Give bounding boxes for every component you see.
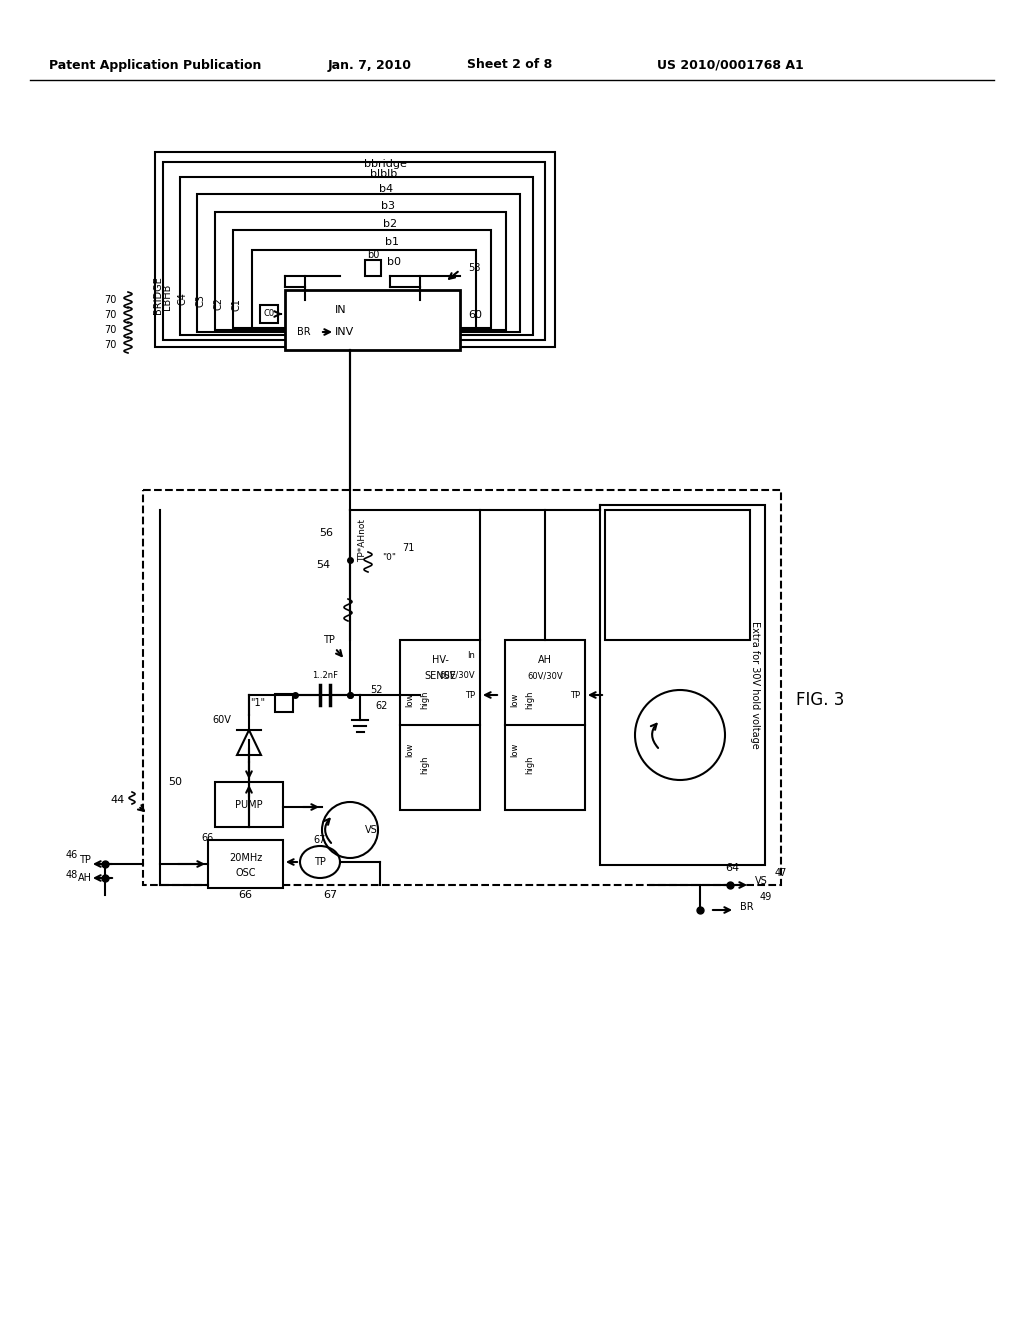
Bar bbox=[155, 152, 555, 347]
Text: low: low bbox=[406, 693, 414, 708]
Text: b1: b1 bbox=[385, 238, 399, 247]
Text: 71: 71 bbox=[402, 543, 415, 553]
Text: SENSE: SENSE bbox=[424, 671, 456, 681]
Text: 48: 48 bbox=[66, 870, 78, 880]
Text: 1..2nF: 1..2nF bbox=[312, 671, 338, 680]
Ellipse shape bbox=[300, 846, 340, 878]
Text: 60V/30V: 60V/30V bbox=[439, 671, 475, 680]
Bar bbox=[197, 194, 520, 333]
Text: AH: AH bbox=[78, 873, 92, 883]
Text: 62: 62 bbox=[375, 701, 387, 711]
Text: 54: 54 bbox=[315, 560, 330, 570]
Text: bbridge: bbridge bbox=[364, 158, 407, 169]
Bar bbox=[505, 640, 585, 810]
Text: 49: 49 bbox=[760, 892, 772, 902]
Text: b4: b4 bbox=[380, 183, 393, 194]
Text: TP: TP bbox=[314, 857, 326, 867]
Text: b2: b2 bbox=[383, 219, 397, 228]
Bar bbox=[215, 781, 283, 828]
Text: high: high bbox=[525, 756, 534, 775]
Text: 50: 50 bbox=[168, 777, 182, 787]
Text: INV: INV bbox=[335, 327, 354, 337]
Text: Jan. 7, 2010: Jan. 7, 2010 bbox=[328, 58, 412, 71]
Bar bbox=[400, 640, 480, 810]
Text: Patent Application Publication: Patent Application Publication bbox=[49, 58, 261, 71]
Text: low: low bbox=[406, 743, 414, 758]
Text: AH: AH bbox=[538, 655, 552, 665]
Bar bbox=[285, 290, 460, 350]
Text: 70: 70 bbox=[103, 294, 116, 305]
Text: 47: 47 bbox=[775, 869, 787, 878]
Text: "1": "1" bbox=[250, 698, 265, 708]
Text: 70: 70 bbox=[103, 341, 116, 350]
Text: Extra for 30V hold voltage: Extra for 30V hold voltage bbox=[750, 622, 760, 748]
Text: TP: TP bbox=[570, 690, 580, 700]
Text: C0: C0 bbox=[263, 309, 274, 318]
Bar bbox=[605, 510, 750, 640]
Text: C4: C4 bbox=[178, 293, 188, 305]
Text: 52: 52 bbox=[370, 685, 383, 696]
Text: high: high bbox=[420, 690, 429, 709]
Text: 58: 58 bbox=[468, 263, 480, 273]
Text: BRIDGE: BRIDGE bbox=[153, 276, 163, 314]
Text: VS: VS bbox=[755, 876, 768, 886]
Text: C1: C1 bbox=[232, 298, 242, 312]
Text: LBHB: LBHB bbox=[162, 284, 172, 310]
Text: blblb: blblb bbox=[371, 169, 397, 180]
Text: C2: C2 bbox=[213, 297, 223, 309]
Bar bbox=[143, 490, 781, 884]
Bar bbox=[600, 506, 765, 865]
Text: 64: 64 bbox=[725, 863, 739, 873]
Text: low: low bbox=[510, 743, 519, 758]
Bar bbox=[215, 213, 506, 330]
Text: Sheet 2 of 8: Sheet 2 of 8 bbox=[467, 58, 553, 71]
Bar bbox=[233, 230, 490, 327]
Text: US 2010/0001768 A1: US 2010/0001768 A1 bbox=[656, 58, 804, 71]
Bar bbox=[260, 305, 278, 323]
Text: 20MHz: 20MHz bbox=[229, 853, 262, 863]
Text: In: In bbox=[467, 651, 475, 660]
Text: 60V: 60V bbox=[213, 715, 231, 725]
Text: 44: 44 bbox=[111, 795, 125, 805]
Text: PUMP: PUMP bbox=[236, 800, 263, 809]
Text: "0": "0" bbox=[382, 553, 396, 562]
Bar bbox=[180, 177, 534, 335]
Text: HV-: HV- bbox=[431, 655, 449, 665]
Bar bbox=[208, 840, 283, 888]
Text: OSC: OSC bbox=[236, 869, 256, 878]
Text: BR: BR bbox=[740, 902, 754, 912]
Text: 70: 70 bbox=[103, 325, 116, 335]
Text: TP: TP bbox=[79, 855, 91, 865]
Text: high: high bbox=[525, 690, 534, 709]
Text: 70: 70 bbox=[103, 310, 116, 319]
Bar bbox=[365, 260, 381, 276]
Text: b0: b0 bbox=[367, 249, 379, 260]
Text: low: low bbox=[510, 693, 519, 708]
Text: BR: BR bbox=[297, 327, 310, 337]
Bar bbox=[163, 162, 545, 341]
Text: IN: IN bbox=[335, 305, 347, 315]
Text: high: high bbox=[420, 756, 429, 775]
Text: b0: b0 bbox=[387, 257, 401, 267]
Text: 46: 46 bbox=[66, 850, 78, 861]
Text: VS: VS bbox=[365, 825, 378, 836]
Bar bbox=[275, 694, 293, 711]
Text: 67: 67 bbox=[313, 836, 327, 845]
Text: C3: C3 bbox=[195, 294, 205, 308]
Text: b3: b3 bbox=[382, 201, 395, 211]
Text: 67: 67 bbox=[323, 890, 337, 900]
Text: 66: 66 bbox=[202, 833, 214, 843]
Text: TP: TP bbox=[465, 690, 475, 700]
Text: 60V/30V: 60V/30V bbox=[527, 672, 563, 681]
Text: TP*AHnot: TP*AHnot bbox=[358, 519, 367, 561]
Text: 56: 56 bbox=[319, 528, 333, 539]
Text: 60: 60 bbox=[468, 310, 482, 319]
Text: FIG. 3: FIG. 3 bbox=[796, 690, 844, 709]
Text: 66: 66 bbox=[238, 890, 252, 900]
Bar bbox=[252, 249, 476, 327]
Text: TP: TP bbox=[324, 635, 335, 645]
